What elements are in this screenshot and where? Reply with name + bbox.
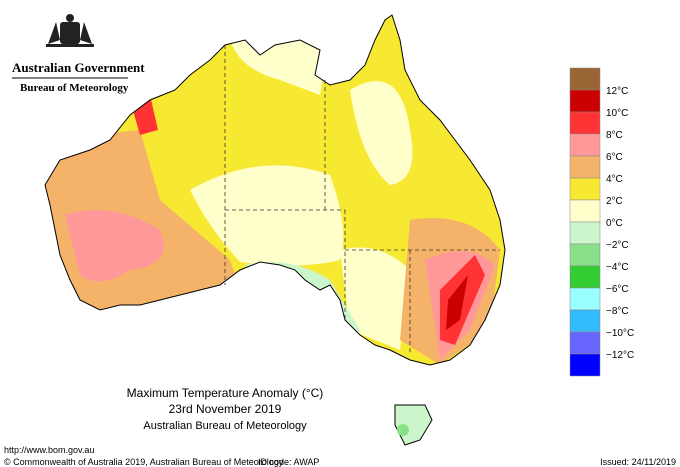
copyright: © Commonwealth of Australia 2019, Austra…	[4, 457, 284, 467]
legend-label: 0°C	[606, 218, 623, 229]
legend-swatch	[569, 199, 601, 223]
legend-swatch	[569, 287, 601, 311]
url: http://www.bom.gov.au	[4, 445, 94, 455]
legend-swatch	[569, 133, 601, 157]
legend-label: 10°C	[606, 108, 628, 119]
crest	[46, 14, 94, 47]
agency-name: Bureau of Meteorology	[20, 82, 129, 94]
legend-swatch	[569, 331, 601, 355]
legend-label: −10°C	[606, 328, 634, 339]
legend-swatch	[569, 221, 601, 245]
legend-swatch	[569, 155, 601, 179]
legend-swatch	[569, 243, 601, 267]
issued: Issued: 24/11/2019	[600, 457, 676, 467]
legend-label: 8°C	[606, 130, 623, 141]
legend-label: −2°C	[606, 240, 629, 251]
map-source: Australian Bureau of Meteorology	[143, 420, 307, 432]
id-code: ID code: AWAP	[258, 457, 319, 467]
legend-swatch	[569, 89, 601, 113]
legend-label: 2°C	[606, 196, 623, 207]
legend-label: −6°C	[606, 284, 629, 295]
legend-swatch	[569, 353, 601, 377]
legend-label: −4°C	[606, 262, 629, 273]
legend-swatch	[569, 265, 601, 289]
map-date: 23rd November 2019	[169, 402, 282, 416]
map-title: Maximum Temperature Anomaly (°C)	[127, 386, 324, 400]
legend-label: 12°C	[606, 86, 628, 97]
legend-label: 4°C	[606, 174, 623, 185]
government-name: Australian Government	[12, 60, 145, 75]
legend-label: 6°C	[606, 152, 623, 163]
legend: 12°C 10°C 8°C 6°C 4°C 2°C 0°C −2°C −4°C −6°C −8°C −…	[569, 67, 634, 377]
legend-label: −8°C	[606, 306, 629, 317]
legend-swatch	[569, 309, 601, 333]
legend-swatch	[569, 177, 601, 201]
legend-label: −12°C	[606, 350, 634, 361]
legend-swatch	[569, 111, 601, 135]
legend-swatch	[569, 67, 601, 91]
